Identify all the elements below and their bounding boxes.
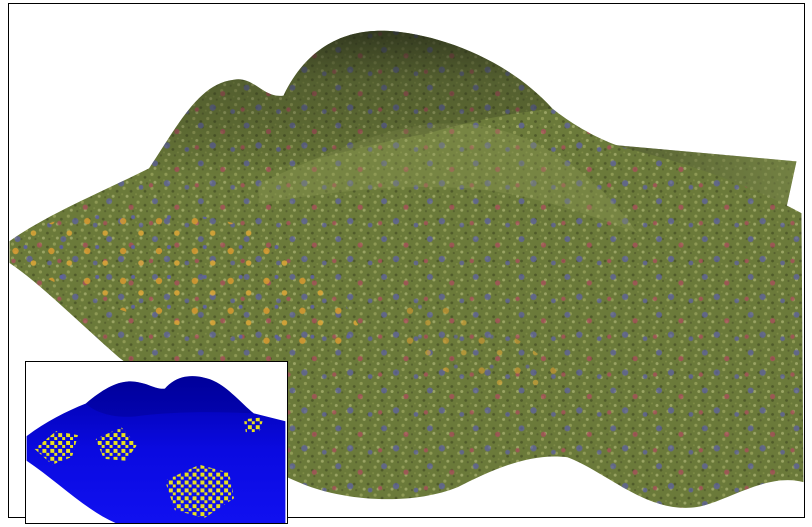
main-terrain-view: [8, 3, 805, 518]
yellow-region-left: [34, 431, 78, 465]
yellow-region-center: [95, 427, 138, 461]
orange-flower-patch: [9, 209, 369, 350]
inset-label-map-view: [25, 361, 288, 524]
label-map-render: [26, 376, 286, 523]
yellow-region-bottom: [164, 464, 235, 519]
